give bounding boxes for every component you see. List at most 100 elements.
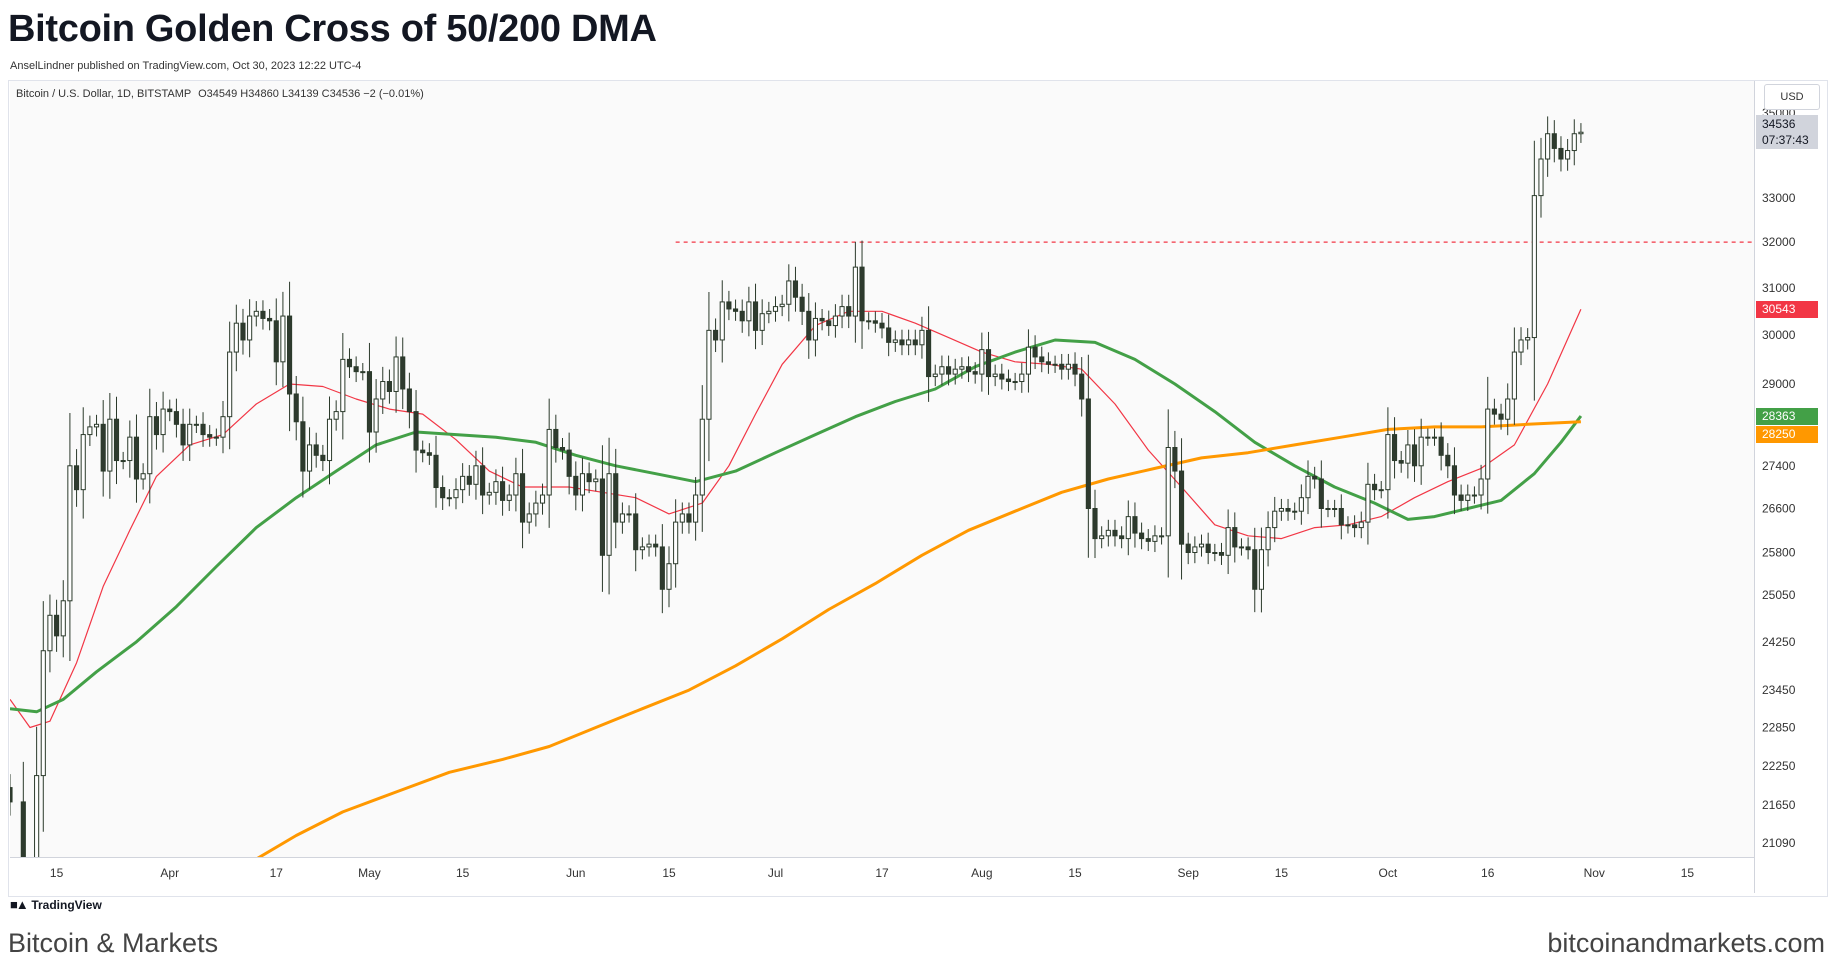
tradingview-icon: ■▲ bbox=[10, 897, 29, 912]
candle-down bbox=[752, 301, 759, 331]
candle-down bbox=[1451, 465, 1458, 496]
candle-up bbox=[446, 497, 452, 500]
candle-up bbox=[812, 317, 818, 341]
candle-down bbox=[1338, 507, 1344, 526]
candle-down bbox=[806, 310, 812, 341]
candle-down bbox=[113, 418, 120, 462]
candle-up bbox=[1571, 133, 1577, 152]
symbol-legend: Bitcoin / U.S. Dollar, 1D, BITSTAMP O345… bbox=[16, 88, 424, 100]
time-axis-divider bbox=[10, 857, 1754, 858]
publisher-byline: AnselLindner published on TradingView.co… bbox=[10, 60, 362, 72]
currency-unit-button[interactable]: USD bbox=[1764, 84, 1820, 110]
candle-down bbox=[1498, 413, 1504, 420]
candle-up bbox=[1365, 483, 1371, 523]
candle-down bbox=[1245, 546, 1251, 551]
candle-up bbox=[992, 373, 998, 378]
candle-down bbox=[1039, 356, 1045, 363]
x-tick-label: Aug bbox=[971, 866, 992, 880]
x-tick-label: 15 bbox=[456, 866, 470, 880]
candle-up bbox=[333, 411, 339, 420]
candle-up bbox=[866, 320, 872, 323]
candle-up bbox=[253, 310, 259, 317]
chart-title: Bitcoin Golden Cross of 50/200 DMA bbox=[8, 8, 657, 50]
candle-down bbox=[267, 317, 273, 322]
candle-down bbox=[899, 339, 905, 346]
candle-down bbox=[985, 349, 992, 378]
candle-down bbox=[1318, 478, 1324, 509]
y-tick-label: 24250 bbox=[1762, 635, 1796, 649]
tradingview-logo[interactable]: ■▲ TradingView bbox=[10, 897, 102, 912]
candle-down bbox=[859, 266, 865, 322]
candle-up bbox=[1518, 339, 1524, 353]
candle-up bbox=[746, 301, 752, 322]
footer-brand: Bitcoin & Markets bbox=[8, 928, 219, 958]
tradingview-wordmark: TradingView bbox=[31, 898, 102, 912]
candle-down bbox=[732, 308, 739, 312]
candle-up bbox=[360, 371, 366, 374]
candle-up bbox=[306, 444, 313, 472]
candle-up bbox=[779, 303, 785, 308]
candle-up bbox=[1099, 535, 1105, 540]
candle-down bbox=[633, 513, 639, 551]
short-ma-price-badge: 30543 bbox=[1756, 301, 1818, 319]
footer-website[interactable]: bitcoinandmarkets.com bbox=[1547, 928, 1825, 958]
candle-up bbox=[1478, 478, 1484, 496]
candle-up bbox=[187, 423, 193, 446]
candle-up bbox=[1378, 489, 1384, 492]
candle-down bbox=[1059, 363, 1065, 370]
y-tick-label: 22850 bbox=[1762, 720, 1796, 734]
candle-down bbox=[965, 366, 972, 373]
candle-up bbox=[1505, 398, 1511, 420]
candle-up bbox=[1345, 524, 1351, 527]
y-tick-label: 23450 bbox=[1762, 683, 1796, 697]
candle-up bbox=[227, 351, 233, 418]
candle-up bbox=[1258, 549, 1264, 590]
candle-down bbox=[406, 388, 412, 413]
candle-down bbox=[500, 481, 506, 501]
candle-down bbox=[946, 366, 952, 375]
candle-down bbox=[426, 452, 432, 456]
candle-up bbox=[220, 416, 226, 438]
candle-up bbox=[34, 775, 40, 857]
short-ma-line bbox=[10, 309, 1582, 729]
candle-down bbox=[653, 543, 659, 548]
candle-down bbox=[999, 373, 1005, 380]
candle-up bbox=[87, 426, 93, 436]
candle-up bbox=[832, 315, 838, 327]
candle-up bbox=[193, 423, 199, 426]
candle-down bbox=[1132, 516, 1138, 534]
candle-down bbox=[553, 428, 559, 449]
candle-down bbox=[1185, 543, 1191, 554]
candle-down bbox=[1178, 470, 1185, 545]
candle-up bbox=[699, 418, 705, 496]
candle-down bbox=[480, 465, 486, 496]
x-tick-label: 15 bbox=[1275, 866, 1289, 880]
candle-up bbox=[979, 349, 985, 375]
candle-up bbox=[1431, 436, 1438, 439]
candle-down bbox=[287, 315, 293, 395]
candle-up bbox=[539, 494, 546, 504]
x-tick-label: 17 bbox=[270, 866, 284, 880]
candle-up bbox=[60, 600, 66, 637]
candle-up bbox=[786, 280, 792, 305]
candle-up bbox=[1152, 535, 1158, 542]
candle-down bbox=[1119, 535, 1125, 540]
candle-up bbox=[706, 329, 712, 420]
x-tick-label: 16 bbox=[1481, 866, 1495, 880]
candle-up bbox=[1525, 337, 1531, 341]
y-tick-label: 26600 bbox=[1762, 501, 1796, 515]
candle-up bbox=[892, 339, 898, 343]
candle-down bbox=[799, 296, 805, 312]
candle-up bbox=[1425, 436, 1431, 439]
candle-up bbox=[160, 408, 166, 436]
candle-up bbox=[546, 428, 552, 496]
y-tick-label: 30000 bbox=[1762, 328, 1796, 342]
candle-down bbox=[74, 465, 80, 491]
candle-up bbox=[939, 366, 945, 375]
candle-up bbox=[1265, 527, 1271, 551]
candle-down bbox=[573, 475, 579, 496]
candle-up bbox=[67, 465, 73, 602]
candle-down bbox=[1252, 549, 1258, 590]
y-tick-label: 25050 bbox=[1762, 588, 1796, 602]
